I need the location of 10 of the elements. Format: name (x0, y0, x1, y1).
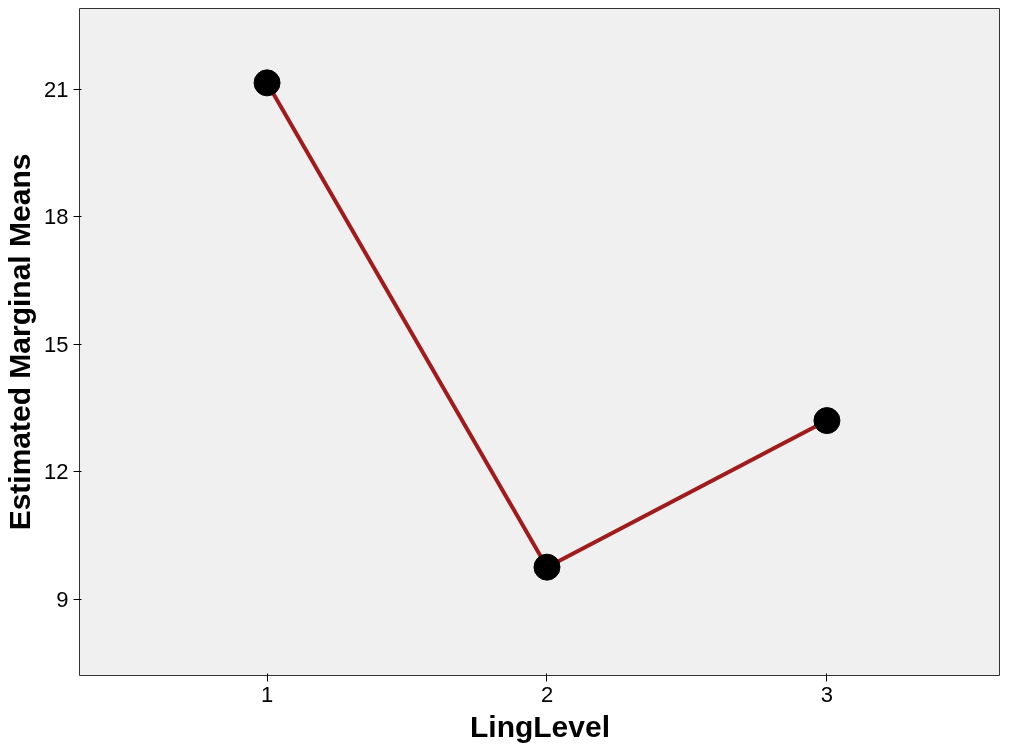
x-tick-label: 2 (540, 681, 554, 707)
x-tick-label: 3 (820, 681, 834, 707)
x-tick-label: 1 (260, 681, 274, 707)
y-tick-label: 9 (56, 586, 69, 612)
x-axis-title: LingLevel (469, 709, 611, 743)
y-axis-title: Estimated Marginal Means (3, 153, 37, 531)
y-tick-label: 12 (44, 459, 69, 485)
y-tick-label: 15 (44, 331, 69, 357)
y-tick-label: 21 (44, 76, 69, 102)
y-tick-label: 18 (44, 204, 69, 230)
